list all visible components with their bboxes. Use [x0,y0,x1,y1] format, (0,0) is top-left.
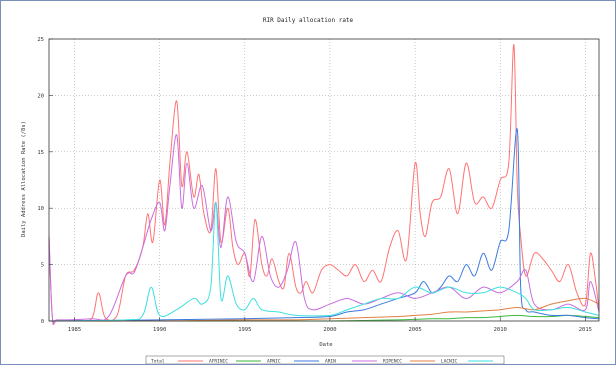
y-tick-label: 10 [37,206,44,212]
y-tick-label: 15 [37,150,44,156]
x-tick-label: 2015 [579,327,592,333]
y-axis-label: Daily Address Allocation Rate (/8s) [21,121,27,237]
x-tick-label: 1985 [68,327,81,333]
series-line-ripencc [48,297,600,322]
axis-ticks: 0 5 10 15 20 25 1985 1990 1995 2000 2005 2010 2015 [37,37,592,333]
series-lines [48,44,600,325]
x-tick-label: 2010 [494,327,507,333]
legend-box [145,355,505,364]
legend: Total AFRINIC APNIC ARIN RIPENCC LACNIC [151,359,493,365]
legend-label-arin: ARIN [325,359,336,365]
x-tick-label: 2000 [323,327,336,333]
series-line-lacnic [48,202,600,322]
x-tick-label: 1990 [153,327,166,333]
y-tick-label: 0 [41,319,44,325]
legend-label-afrinic: AFRINIC [209,359,228,365]
legend-label-ripencc: RIPENCC [383,359,402,365]
y-tick-label: 5 [41,263,44,269]
plot-area [48,38,600,322]
series-line-arin [48,134,600,325]
y-tick-label: 20 [37,93,44,99]
legend-label-lacnic: LACNIC [441,359,458,365]
x-tick-label: 2005 [408,327,421,333]
grid-lines [49,39,599,321]
legend-label-apnic: APNIC [267,359,281,365]
legend-label-total: Total [151,359,165,365]
x-axis-label: Date [319,342,332,348]
series-line-total [48,44,600,325]
x-tick-label: 1995 [238,327,251,333]
series-line-apnic [48,128,600,322]
chart-title: RIR Daily allocation rate [263,17,354,24]
y-tick-label: 25 [37,37,44,43]
